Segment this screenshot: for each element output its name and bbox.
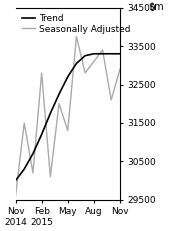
Trend <box>67 76 69 78</box>
Trend <box>75 62 77 65</box>
Seasonally Adjusted <box>49 175 51 178</box>
Trend <box>93 52 95 55</box>
Trend <box>58 93 60 95</box>
Trend <box>110 52 112 55</box>
Trend <box>49 112 51 115</box>
Seasonally Adjusted <box>110 98 112 101</box>
Trend <box>14 179 17 182</box>
Trend <box>84 54 86 57</box>
Legend: Trend, Seasonally Adjusted: Trend, Seasonally Adjusted <box>20 12 132 36</box>
Seasonally Adjusted <box>23 122 25 124</box>
Seasonally Adjusted <box>84 72 86 74</box>
Trend <box>119 52 121 55</box>
Seasonally Adjusted <box>32 171 34 174</box>
Seasonally Adjusted <box>58 102 60 105</box>
Seasonally Adjusted <box>67 129 69 132</box>
Seasonally Adjusted <box>14 195 17 197</box>
Seasonally Adjusted <box>41 72 43 74</box>
Seasonally Adjusted <box>119 68 121 70</box>
Line: Seasonally Adjusted: Seasonally Adjusted <box>16 36 120 196</box>
Trend <box>41 133 43 136</box>
Y-axis label: $m: $m <box>149 2 164 12</box>
Trend <box>23 168 25 170</box>
Trend <box>101 52 104 55</box>
Line: Trend: Trend <box>16 54 120 181</box>
Seasonally Adjusted <box>75 35 77 38</box>
Trend <box>32 152 34 155</box>
Seasonally Adjusted <box>101 49 104 51</box>
Seasonally Adjusted <box>93 60 95 63</box>
